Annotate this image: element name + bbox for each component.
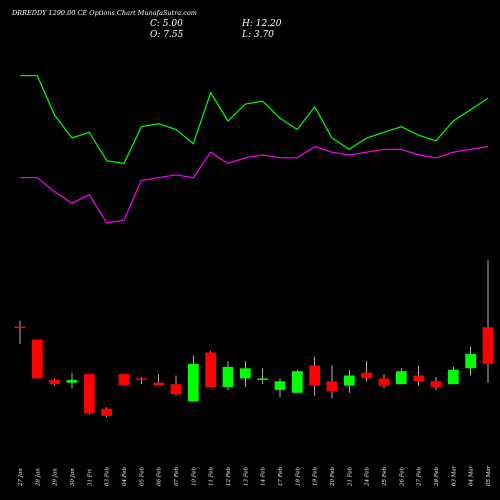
x-tick-label: 05 Feb: [139, 466, 145, 486]
candle: [447, 366, 459, 385]
chart-title: DRREDDY 1290.00 CE Options Chart MunafaS…: [11, 9, 197, 17]
candle: [413, 365, 425, 386]
x-tick-label: 21 Feb: [347, 466, 353, 487]
candle-body: [83, 374, 95, 413]
candle-body: [257, 378, 269, 380]
candle-body: [326, 381, 338, 392]
x-tick-label: 19 Feb: [313, 466, 319, 486]
candle-body: [222, 366, 234, 388]
candle: [361, 361, 373, 382]
candle-body: [49, 379, 61, 385]
candle: [482, 260, 494, 383]
candle: [153, 374, 165, 386]
candle: [66, 372, 78, 389]
candle: [343, 369, 355, 393]
indicator-lines: [20, 75, 489, 224]
x-tick-label: 14 Feb: [261, 466, 267, 486]
x-tick-label: 24 Feb: [365, 466, 371, 487]
candle: [257, 368, 269, 385]
candle: [395, 368, 407, 385]
candle: [465, 346, 477, 376]
candle-body: [291, 371, 303, 393]
candle-body: [413, 375, 425, 382]
candle-body: [447, 369, 459, 385]
candle-body: [274, 381, 286, 390]
candle-body: [153, 382, 165, 386]
candle: [49, 378, 61, 386]
candle-body: [430, 381, 442, 388]
candle: [31, 339, 43, 379]
candle-body: [205, 352, 217, 388]
candle: [118, 374, 130, 386]
candles: [14, 260, 494, 418]
x-tick-label: 06 Feb: [157, 466, 163, 486]
candle-body: [135, 378, 147, 380]
candle-body: [343, 375, 355, 386]
indicator-line-2: [20, 145, 489, 224]
x-tick-label: 07 Feb: [174, 466, 180, 486]
candle-body: [361, 372, 373, 379]
low-label: L: 3.70: [241, 30, 274, 40]
candle: [101, 407, 113, 418]
x-tick-label: 11 Feb: [209, 466, 215, 486]
candle: [135, 376, 147, 385]
x-tick-label: 28 Jan: [35, 468, 41, 487]
candle-body: [14, 326, 26, 329]
candle-body: [31, 339, 43, 379]
x-tick-label: 04 Feb: [122, 466, 128, 486]
candle: [291, 369, 303, 393]
candle: [309, 356, 321, 396]
candle: [326, 365, 338, 399]
candle: [430, 376, 442, 390]
x-tick-label: 03 Feb: [105, 466, 111, 486]
candle: [222, 361, 234, 390]
candle-body: [170, 384, 182, 395]
indicator-line-1: [20, 75, 489, 165]
candle: [378, 374, 390, 389]
candle-body: [101, 408, 113, 416]
x-tick-label: 13 Feb: [243, 466, 249, 486]
candle-body: [395, 371, 407, 385]
x-tick-label: 03 Mar: [451, 465, 457, 486]
x-tick-label: 05 Mar: [486, 465, 492, 486]
candle: [170, 375, 182, 396]
candle: [239, 361, 251, 388]
candle-body: [239, 368, 251, 379]
x-tick-label: 26 Feb: [399, 466, 405, 487]
x-tick-label: 27 Jan: [18, 468, 24, 487]
candle-body: [465, 353, 477, 369]
x-tick-label: 17 Feb: [278, 466, 284, 486]
x-tick-label: 20 Feb: [330, 466, 336, 487]
candle: [187, 355, 199, 402]
x-tick-label: 18 Feb: [295, 466, 301, 486]
candle-body: [187, 364, 199, 402]
x-tick-label: 27 Feb: [417, 466, 423, 487]
x-tick-label: 12 Feb: [226, 466, 232, 486]
candle-body: [309, 365, 321, 386]
high-label: H: 12.20: [241, 19, 282, 29]
x-tick-label: 29 Jan: [53, 468, 59, 487]
x-tick-label: 30 Jan: [70, 468, 76, 486]
candle: [205, 351, 217, 388]
candle-body: [482, 327, 494, 364]
x-tick-label: 31 Fri: [87, 469, 93, 486]
candle: [274, 378, 286, 398]
candle-body: [378, 378, 390, 386]
candle-body: [66, 379, 78, 383]
candle-body: [118, 374, 130, 386]
x-tick-label: 28 Feb: [434, 466, 440, 487]
x-axis-ticks: 27 Jan 28 Jan 29 Jan 30 Jan 31 Fri 03 Feb 04 F…: [18, 465, 492, 487]
x-tick-label: 04 Mar: [469, 465, 475, 486]
candle: [14, 320, 26, 344]
x-tick-label: 25 Feb: [382, 466, 388, 487]
close-label: C: 5.00: [150, 19, 183, 29]
x-tick-label: 10 Feb: [191, 466, 197, 486]
open-label: O: 7.55: [150, 30, 184, 40]
candle: [83, 374, 95, 415]
